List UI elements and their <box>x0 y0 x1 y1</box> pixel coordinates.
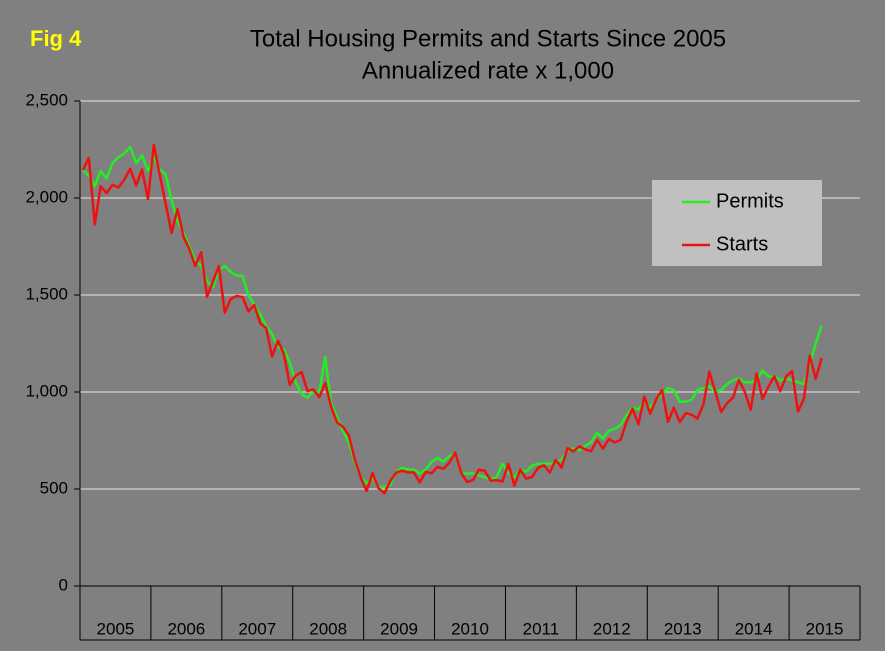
x-tick-label: 2009 <box>380 619 418 638</box>
figure-label: Fig 4 <box>30 26 82 51</box>
legend-label: Permits <box>716 190 784 212</box>
x-tick-label: 2005 <box>97 619 135 638</box>
series-line <box>82 145 823 489</box>
x-tick-label: 2010 <box>451 619 489 638</box>
x-tick-label: 2011 <box>523 619 560 638</box>
chart-subtitle: Annualized rate x 1,000 <box>362 57 614 84</box>
y-tick-label: 1,500 <box>25 284 68 303</box>
y-tick-label: 0 <box>59 575 68 594</box>
legend-label: Starts <box>716 233 768 255</box>
y-tick-label: 2,000 <box>25 187 68 206</box>
x-tick-label: 2008 <box>309 619 347 638</box>
y-tick-label: 1,000 <box>25 381 68 400</box>
x-tick-label: 2014 <box>735 619 773 638</box>
x-tick-label: 2012 <box>593 619 631 638</box>
chart-title: Total Housing Permits and Starts Since 2… <box>250 25 726 52</box>
legend-box <box>652 180 822 266</box>
y-tick-label: 500 <box>40 478 68 497</box>
x-tick-label: 2013 <box>664 619 702 638</box>
x-tick-label: 2006 <box>167 619 205 638</box>
x-tick-label: 2007 <box>238 619 276 638</box>
series-line <box>81 143 823 495</box>
x-tick-label: 2015 <box>806 619 844 638</box>
y-tick-label: 2,500 <box>25 90 68 109</box>
